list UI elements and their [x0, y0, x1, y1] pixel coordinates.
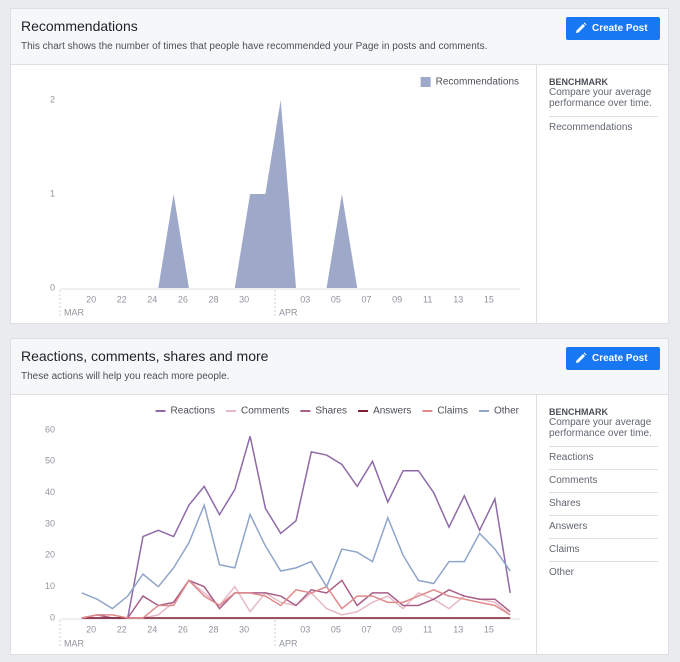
benchmark-item[interactable]: Answers — [549, 516, 658, 539]
y-tick-label: 60 — [45, 424, 55, 434]
pencil-icon — [576, 22, 587, 33]
line — [81, 579, 511, 619]
panel-subtitle: These actions will help you reach more p… — [21, 371, 230, 382]
create-post-button[interactable]: Create Post — [566, 17, 660, 40]
benchmark-description: Compare your average performance over ti… — [549, 87, 658, 117]
x-tick-label: 26 — [178, 624, 188, 634]
x-tick-label: 30 — [239, 624, 249, 634]
x-tick-label: 20 — [86, 294, 96, 304]
y-tick-label: 20 — [45, 550, 55, 560]
benchmark: BENCHMARK Compare your average performan… — [536, 64, 668, 323]
legend-label: Claims — [437, 406, 468, 417]
y-tick-label: 0 — [50, 282, 55, 292]
panel-header: Recommendations This chart shows the num… — [11, 9, 668, 65]
x-tick-label: 28 — [208, 294, 218, 304]
y-tick-label: 1 — [50, 188, 55, 198]
y-tick-label: 40 — [45, 487, 55, 497]
benchmark-item[interactable]: Recommendations — [549, 122, 633, 133]
button-label: Create Post — [592, 353, 648, 364]
legend-label: Shares — [315, 406, 347, 417]
month-label: APR — [279, 307, 298, 317]
panel: Recommendations This chart shows the num… — [10, 8, 669, 324]
x-tick-label: 09 — [392, 624, 402, 634]
line — [81, 579, 511, 619]
x-tick-label: 28 — [208, 624, 218, 634]
benchmark-title: BENCHMARK — [549, 407, 608, 417]
benchmark-item[interactable]: Comments — [549, 470, 658, 493]
legend-label: Other — [494, 406, 520, 417]
benchmark-item[interactable]: Reactions — [549, 447, 658, 470]
x-tick-label: 15 — [484, 294, 494, 304]
y-tick-label: 0 — [50, 612, 55, 622]
x-tick-label: 05 — [331, 624, 341, 634]
benchmark-title: BENCHMARK — [549, 77, 608, 87]
x-tick-label: 15 — [484, 624, 494, 634]
benchmark: BENCHMARK Compare your average performan… — [536, 394, 668, 654]
x-tick-label: 11 — [423, 624, 432, 634]
panel-title: Recommendations — [21, 18, 138, 34]
x-tick-label: 13 — [453, 624, 463, 634]
x-tick-label: 22 — [117, 624, 127, 634]
y-tick-label: 2 — [50, 94, 55, 104]
legend-label: Reactions — [171, 406, 215, 417]
x-tick-label: 30 — [239, 294, 249, 304]
legend-label: Comments — [241, 406, 289, 417]
create-post-button[interactable]: Create Post — [566, 347, 660, 370]
panel-subtitle: This chart shows the number of times tha… — [21, 41, 488, 52]
x-tick-label: 24 — [147, 294, 157, 304]
panel-header: Reactions, comments, shares and more The… — [11, 339, 668, 395]
x-tick-label: 03 — [300, 294, 310, 304]
x-tick-label: 13 — [453, 294, 463, 304]
month-label: APR — [279, 638, 298, 648]
line — [81, 579, 511, 619]
line — [81, 502, 511, 610]
y-tick-label: 30 — [45, 518, 55, 528]
month-label: MAR — [64, 307, 85, 317]
x-tick-label: 05 — [331, 294, 341, 304]
month-label: MAR — [64, 638, 85, 648]
x-tick-label: 07 — [361, 624, 371, 634]
area — [66, 100, 526, 288]
benchmark-item[interactable]: Shares — [549, 493, 658, 516]
legend-swatch — [420, 77, 431, 87]
x-tick-label: 20 — [86, 624, 96, 634]
legend-label: Answers — [373, 406, 411, 417]
x-tick-label: 24 — [147, 624, 157, 634]
benchmark-item[interactable]: Other — [549, 567, 575, 578]
line — [81, 436, 511, 619]
panel-title: Reactions, comments, shares and more — [21, 348, 269, 364]
y-tick-label: 10 — [45, 581, 55, 591]
benchmark-description: Compare your average performance over ti… — [549, 417, 658, 447]
benchmark-item[interactable]: Claims — [549, 539, 658, 562]
x-tick-label: 07 — [361, 294, 371, 304]
x-tick-label: 22 — [117, 294, 127, 304]
pencil-icon — [576, 352, 587, 363]
button-label: Create Post — [592, 23, 648, 34]
legend-label: Recommendations — [436, 77, 519, 88]
x-tick-label: 26 — [178, 294, 188, 304]
y-tick-label: 50 — [45, 456, 55, 466]
x-tick-label: 03 — [300, 624, 310, 634]
x-tick-label: 09 — [392, 294, 402, 304]
x-tick-label: 11 — [423, 294, 432, 304]
